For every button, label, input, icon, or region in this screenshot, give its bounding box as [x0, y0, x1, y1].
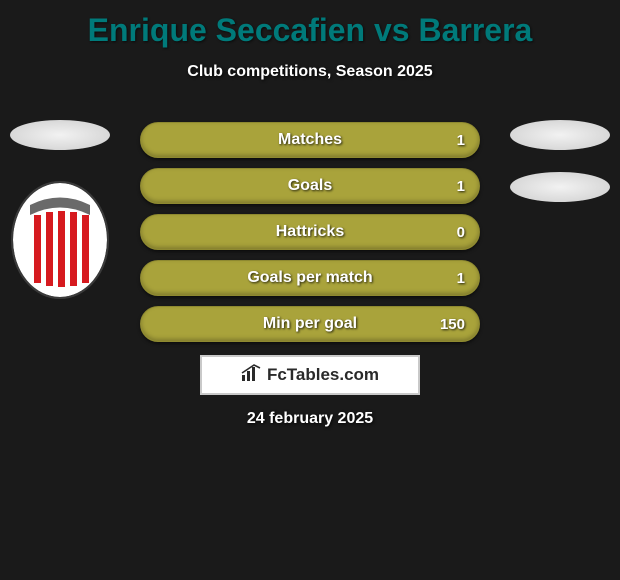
- footer-date: 24 february 2025: [0, 410, 620, 428]
- player-right-silhouette-1: [510, 120, 610, 150]
- bar-value-right: 0: [457, 224, 465, 241]
- bar-label: Goals per match: [247, 269, 372, 287]
- page-title: Enrique Seccafien vs Barrera: [0, 0, 620, 49]
- player-left-silhouette: [10, 120, 110, 150]
- chart-icon: [241, 364, 261, 387]
- player-left-column: [10, 120, 110, 300]
- club-badge-left: [10, 180, 110, 300]
- bar-row: Hattricks 0: [140, 214, 480, 250]
- bar-row: Goals 1: [140, 168, 480, 204]
- bar-label: Hattricks: [276, 223, 344, 241]
- bar-row: Goals per match 1: [140, 260, 480, 296]
- bar-label: Goals: [288, 177, 332, 195]
- bar-row: Matches 1: [140, 122, 480, 158]
- bar-value-right: 1: [457, 270, 465, 287]
- page-subtitle: Club competitions, Season 2025: [0, 63, 620, 81]
- stats-bars: Matches 1 Goals 1 Hattricks 0 Goals per …: [140, 122, 480, 352]
- bar-label: Min per goal: [263, 315, 357, 333]
- footer-brand-box: FcTables.com: [200, 355, 420, 395]
- bar-value-right: 1: [457, 178, 465, 195]
- bar-label: Matches: [278, 131, 342, 149]
- bar-value-right: 150: [440, 316, 465, 333]
- bar-value-right: 1: [457, 132, 465, 149]
- player-right-silhouette-2: [510, 172, 610, 202]
- footer-brand-text: FcTables.com: [267, 365, 379, 385]
- bar-row: Min per goal 150: [140, 306, 480, 342]
- player-right-column: [510, 120, 610, 202]
